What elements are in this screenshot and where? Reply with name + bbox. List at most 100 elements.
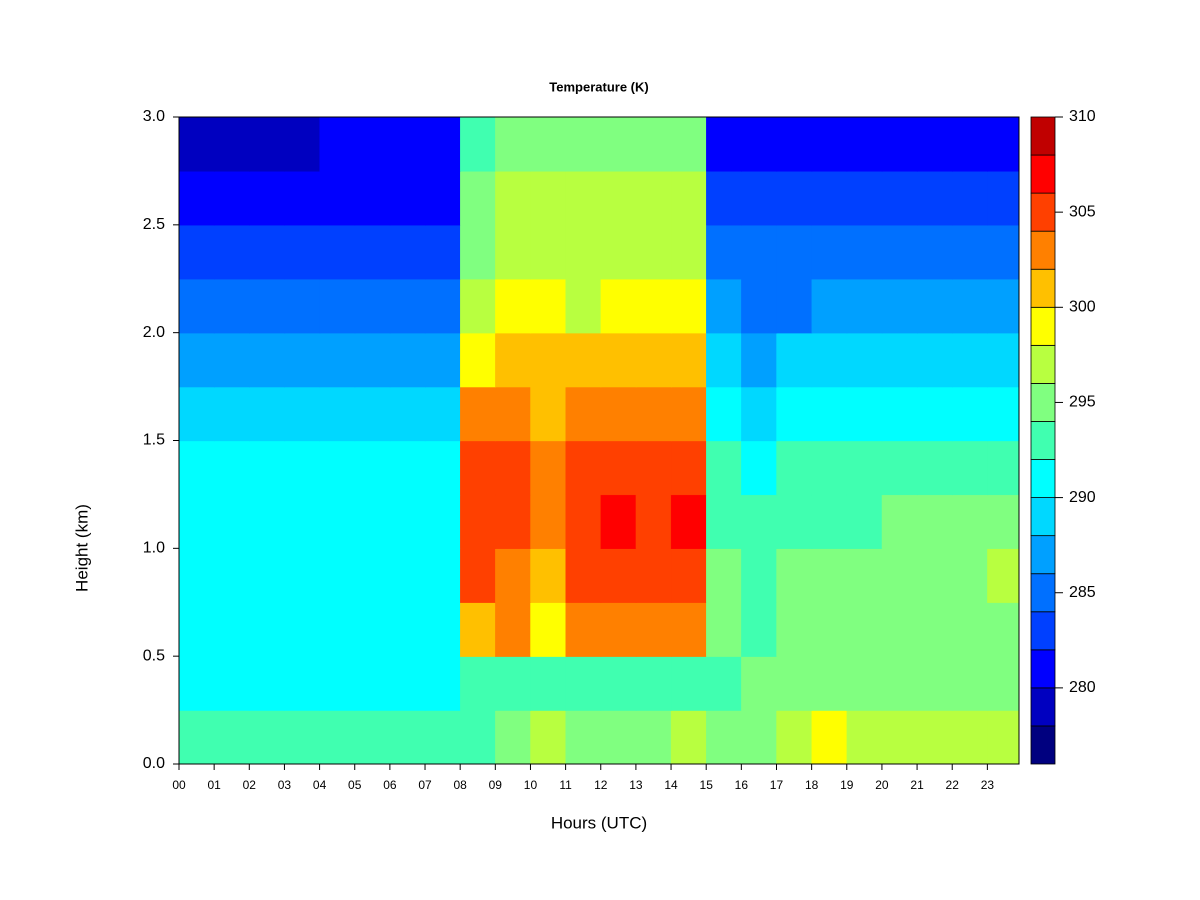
heat-cell: [565, 548, 602, 603]
heat-cell: [249, 224, 286, 280]
heat-cell: [389, 440, 426, 496]
heat-cell: [670, 332, 707, 388]
heat-cell: [460, 278, 496, 334]
heat-cell: [249, 602, 286, 657]
heat-cell: [741, 224, 778, 280]
x-axis-label: Hours (UTC): [551, 813, 647, 832]
heat-cell: [706, 656, 742, 711]
heat-cell: [600, 709, 637, 764]
heat-cell: [600, 656, 637, 711]
heat-cell: [881, 170, 918, 226]
heat-cell: [741, 440, 778, 496]
heat-cell: [460, 386, 496, 442]
chart-title: Temperature (K): [549, 79, 648, 94]
heat-cell: [846, 548, 883, 603]
x-tick-label: 01: [207, 778, 221, 792]
heat-cell: [565, 170, 602, 226]
heat-cell: [600, 440, 637, 496]
heat-cell: [424, 494, 461, 549]
heat-cell: [565, 117, 602, 172]
y-tick-label: 1.0: [143, 540, 165, 557]
heat-cell: [495, 548, 532, 603]
heat-cell: [987, 278, 1019, 334]
heat-cell: [460, 170, 496, 226]
heat-cell: [284, 224, 321, 280]
heat-cell: [670, 117, 707, 172]
x-tick-label: 18: [805, 778, 819, 792]
heat-cell: [460, 602, 496, 657]
heat-cell: [389, 602, 426, 657]
heat-cell: [776, 656, 813, 711]
heat-cell: [600, 602, 637, 657]
heat-cell: [179, 278, 215, 334]
heat-cell: [460, 656, 496, 711]
colorbar-band: [1030, 383, 1056, 422]
heat-cell: [952, 602, 989, 657]
heat-cell: [389, 494, 426, 549]
x-tick-label: 04: [313, 778, 327, 792]
heat-cell: [670, 656, 707, 711]
heat-cell: [741, 117, 778, 172]
heat-cell: [424, 709, 461, 764]
heat-cell: [776, 224, 813, 280]
heat-cell: [284, 709, 321, 764]
x-tick-label: 00: [172, 778, 186, 792]
colorbar-tick-label: 300: [1069, 299, 1096, 316]
heat-cell: [389, 548, 426, 603]
heat-cell: [249, 548, 286, 603]
heat-cell: [565, 494, 602, 549]
heat-cell: [776, 386, 813, 442]
heat-cell: [811, 278, 848, 334]
heat-cell: [354, 602, 391, 657]
heat-cell: [460, 117, 496, 172]
heat-cell: [319, 602, 356, 657]
heat-cell: [565, 709, 602, 764]
heat-cell: [249, 117, 286, 172]
heat-cell: [881, 494, 918, 549]
heat-cell: [846, 656, 883, 711]
heat-cell: [635, 117, 672, 172]
heat-cell: [846, 709, 883, 764]
colorbar-band: [1030, 535, 1056, 575]
heat-cell: [987, 170, 1019, 226]
x-tick-label: 14: [664, 778, 678, 792]
heat-cell: [776, 548, 813, 603]
heat-cell: [213, 224, 250, 280]
heat-cell: [389, 117, 426, 172]
heat-cell: [319, 170, 356, 226]
heat-cell: [706, 224, 742, 280]
heat-cell: [706, 386, 742, 442]
heat-cell: [284, 278, 321, 334]
heat-cell: [706, 548, 742, 603]
heat-cell: [284, 440, 321, 496]
heat-cell: [213, 332, 250, 388]
y-tick-label: 0.5: [143, 647, 165, 664]
heat-cell: [600, 224, 637, 280]
heat-cell: [389, 170, 426, 226]
heat-cell: [670, 494, 707, 549]
heat-cell: [600, 117, 637, 172]
heat-cell: [987, 224, 1019, 280]
heat-cell: [460, 224, 496, 280]
heat-cell: [706, 494, 742, 549]
heat-cell: [565, 278, 602, 334]
heat-cell: [213, 170, 250, 226]
heat-cell: [354, 440, 391, 496]
heat-cell: [741, 332, 778, 388]
heat-cell: [600, 494, 637, 549]
heat-cell: [460, 548, 496, 603]
heat-cell: [354, 548, 391, 603]
heat-cell: [179, 332, 215, 388]
heat-cell: [881, 332, 918, 388]
heat-cell: [389, 656, 426, 711]
heat-cell: [776, 602, 813, 657]
heat-cell: [916, 278, 953, 334]
heat-cell: [741, 656, 778, 711]
heat-cell: [881, 656, 918, 711]
x-tick-label: 05: [348, 778, 362, 792]
y-tick-label: 2.0: [143, 324, 165, 341]
heat-cell: [319, 494, 356, 549]
heat-cell: [706, 440, 742, 496]
heat-cell: [635, 494, 672, 549]
heat-cell: [354, 224, 391, 280]
